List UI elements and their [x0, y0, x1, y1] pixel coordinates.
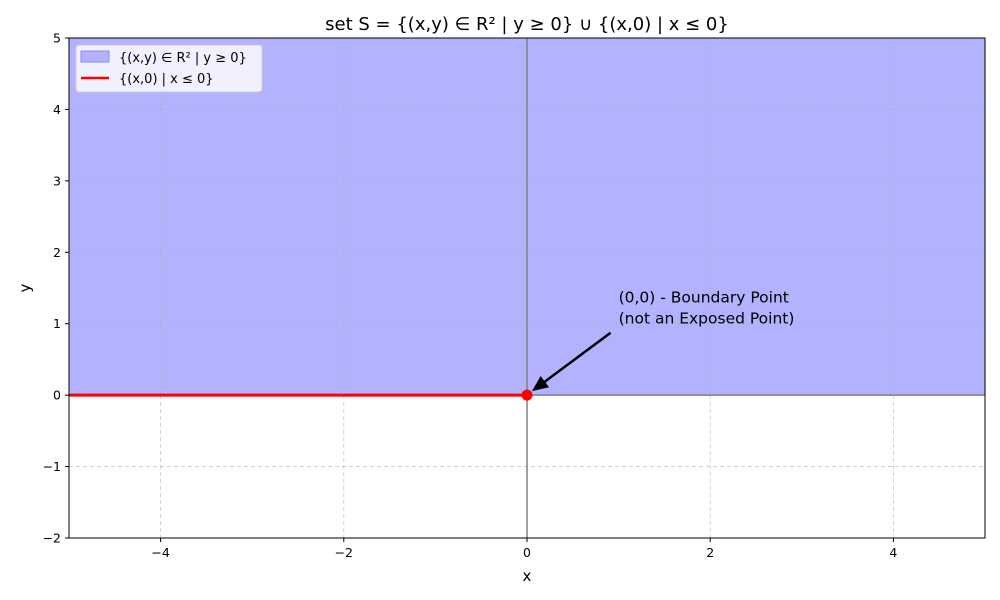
- annotation-arrow-head: [532, 375, 550, 392]
- x-tick-label: −4: [151, 545, 169, 560]
- y-tick-label: −1: [43, 459, 61, 474]
- x-tick-label: 0: [523, 545, 531, 560]
- series-layer: [69, 389, 533, 401]
- y-axis-label: y: [16, 283, 34, 292]
- x-axis-label: x: [523, 567, 532, 585]
- legend-label-fill: {(x,y) ∈ R² | y ≥ 0}: [119, 51, 247, 66]
- legend: {(x,y) ∈ R² | y ≥ 0} {(x,0) | x ≤ 0}: [75, 44, 263, 93]
- y-tick-label: 0: [53, 388, 61, 403]
- y-tick-label: 3: [53, 173, 61, 188]
- y-tick-label: 4: [53, 102, 61, 117]
- chart-title: set S = {(x,y) ∈ R² | y ≥ 0} ∪ {(x,0) | …: [325, 14, 729, 35]
- annotation-text-line-2: (not an Exposed Point): [619, 310, 795, 328]
- y-tick-label: −2: [43, 531, 61, 546]
- x-tick-label: 4: [889, 545, 897, 560]
- x-tick-label: −2: [335, 545, 353, 560]
- y-tick-label: 1: [53, 316, 61, 331]
- legend-box: [75, 44, 263, 93]
- annotation-arrow-shaft: [544, 331, 612, 383]
- legend-label-line: {(x,0) | x ≤ 0}: [119, 72, 214, 87]
- y-tick-label: 5: [53, 31, 61, 46]
- annotation-text-line-1: (0,0) - Boundary Point: [619, 289, 789, 307]
- x-tick-label: 2: [706, 545, 714, 560]
- tick-layer: −4 −2 0 2 4 −2 −1 0 1 2 3 4 5: [43, 31, 898, 561]
- boundary-point: [521, 389, 533, 401]
- legend-swatch-fill: [80, 50, 110, 63]
- annotation-layer: (0,0) - Boundary Point (not an Exposed Po…: [532, 289, 795, 392]
- y-tick-label: 2: [53, 245, 61, 260]
